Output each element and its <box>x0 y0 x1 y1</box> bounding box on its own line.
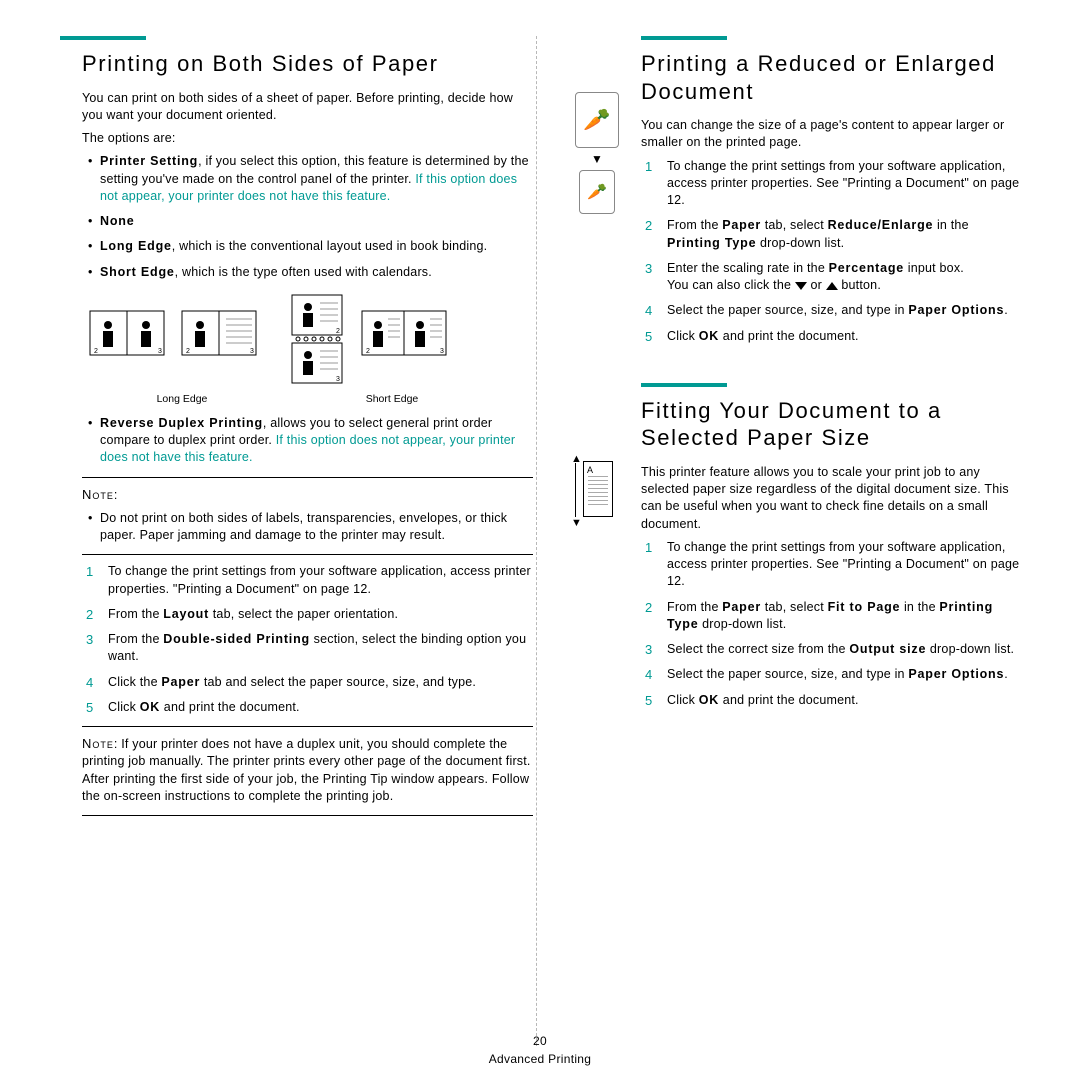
step-2: From the Layout tab, select the paper or… <box>82 606 533 623</box>
opt-label: Reverse Duplex Printing <box>100 416 263 430</box>
calendar-icon: 23 <box>360 293 450 361</box>
note-item: Do not print on both sides of labels, tr… <box>82 510 533 545</box>
step-1: To change the print settings from your s… <box>641 158 1020 210</box>
opt-reverse-duplex: Reverse Duplex Printing, allows you to s… <box>82 415 533 467</box>
arrow-down-icon: ▼ <box>591 152 603 166</box>
opt-none: None <box>82 213 533 230</box>
caption-long: Long Edge <box>82 393 282 405</box>
note-label: Note: <box>82 486 533 504</box>
step-3: From the Double-sided Printing section, … <box>82 631 533 666</box>
svg-text:3: 3 <box>440 348 444 355</box>
calendar-icon: 2 3 <box>286 293 348 387</box>
svg-text:3: 3 <box>250 348 254 355</box>
column-divider <box>536 36 537 1046</box>
heading-duplex: Printing on Both Sides of Paper <box>82 50 533 78</box>
intro-text: You can print on both sides of a sheet o… <box>82 90 533 125</box>
note-rule-bottom <box>82 554 533 555</box>
svg-text:2: 2 <box>94 348 98 355</box>
note-word: Note <box>82 487 114 502</box>
options-label: The options are: <box>82 130 533 147</box>
step-4: Select the paper source, size, and type … <box>641 302 1020 319</box>
note2-rule-bottom <box>82 815 533 816</box>
opt-label: None <box>100 214 134 228</box>
left-column: Printing on Both Sides of Paper You can … <box>60 36 533 1006</box>
long-edge-illus: 23 23 <box>88 293 260 387</box>
fit-steps: To change the print settings from your s… <box>641 539 1020 709</box>
page: Printing on Both Sides of Paper You can … <box>0 0 1080 1080</box>
opt-long-edge: Long Edge, which is the conventional lay… <box>82 238 533 255</box>
step-5: Click OK and print the document. <box>641 328 1020 345</box>
carrot-small-icon: 🥕 <box>579 170 615 214</box>
section-rule <box>641 383 727 387</box>
step-4: Select the paper source, size, and type … <box>641 666 1020 683</box>
page-number: 20 <box>0 1034 1080 1048</box>
heading-reduce: Printing a Reduced or Enlarged Document <box>641 50 1020 105</box>
note-word: Note <box>82 736 114 751</box>
book-icon: 23 <box>88 293 168 361</box>
svg-text:2: 2 <box>336 328 340 335</box>
step-2: From the Paper tab, select Fit to Page i… <box>641 599 1020 634</box>
step-3: Enter the scaling rate in the Percentage… <box>641 260 1020 295</box>
step-5: Click OK and print the document. <box>82 699 533 716</box>
fit-page-icon: ▲ ▼ A <box>573 453 621 525</box>
step-2: From the Paper tab, select Reduce/Enlarg… <box>641 217 1020 252</box>
fit-icon-col: ▲ ▼ A <box>569 383 625 717</box>
section-rule <box>641 36 727 40</box>
step-1: To change the print settings from your s… <box>82 563 533 598</box>
short-edge-illus: 2 3 23 <box>286 293 450 387</box>
caption-short: Short Edge <box>282 393 502 405</box>
note-rule-top <box>82 477 533 478</box>
columns: Printing on Both Sides of Paper You can … <box>60 36 1020 1006</box>
reduce-icon-col: 🥕 ▼ 🥕 <box>569 36 625 353</box>
options-list: Printer Setting, if you select this opti… <box>82 153 533 281</box>
svg-text:3: 3 <box>158 348 162 355</box>
page-footer: 20 Advanced Printing <box>0 1034 1080 1066</box>
heading-fit: Fitting Your Document to a Selected Pape… <box>641 397 1020 452</box>
opt-label: Short Edge <box>100 265 175 279</box>
section-fit-page: ▲ ▼ A Fitting Your Document to a Selecte… <box>569 383 1020 717</box>
step-3: Select the correct size from the Output … <box>641 641 1020 658</box>
right-column: 🥕 ▼ 🥕 Printing a Reduced or Enlarged Doc… <box>569 36 1020 1006</box>
carrot-large-icon: 🥕 <box>575 92 619 148</box>
svg-text:2: 2 <box>366 348 370 355</box>
opt-label: Printer Setting <box>100 154 198 168</box>
svg-text:3: 3 <box>336 376 340 383</box>
section-rule <box>60 36 146 40</box>
step-5: Click OK and print the document. <box>641 692 1020 709</box>
opt-label: Long Edge <box>100 239 172 253</box>
section-reduce-enlarge: 🥕 ▼ 🥕 Printing a Reduced or Enlarged Doc… <box>569 36 1020 353</box>
step-4: Click the Paper tab and select the paper… <box>82 674 533 691</box>
note2: Note: If your printer does not have a du… <box>82 735 533 805</box>
note2-body: : If your printer does not have a duplex… <box>82 737 531 803</box>
opt-short-edge: Short Edge, which is the type often used… <box>82 264 533 281</box>
options-list-2: Reverse Duplex Printing, allows you to s… <box>82 415 533 467</box>
opt-printer-setting: Printer Setting, if you select this opti… <box>82 153 533 205</box>
reduce-content: Printing a Reduced or Enlarged Document … <box>641 36 1020 353</box>
triangle-up-icon <box>826 282 838 290</box>
duplex-steps: To change the print settings from your s… <box>82 563 533 716</box>
opt-desc: , which is the type often used with cale… <box>175 265 432 279</box>
duplex-illustrations: 23 23 2 <box>82 293 533 387</box>
svg-text:2: 2 <box>186 348 190 355</box>
fit-content: Fitting Your Document to a Selected Pape… <box>641 383 1020 717</box>
fit-intro: This printer feature allows you to scale… <box>641 464 1020 533</box>
reduce-steps: To change the print settings from your s… <box>641 158 1020 345</box>
illus-captions: Long Edge Short Edge <box>82 393 533 405</box>
opt-desc: , which is the conventional layout used … <box>172 239 488 253</box>
reduce-intro: You can change the size of a page's cont… <box>641 117 1020 152</box>
note-bullets: Do not print on both sides of labels, tr… <box>82 510 533 545</box>
note2-rule-top <box>82 726 533 727</box>
book-icon: 23 <box>180 293 260 361</box>
triangle-down-icon <box>795 282 807 290</box>
footer-section: Advanced Printing <box>0 1052 1080 1066</box>
step-1: To change the print settings from your s… <box>641 539 1020 591</box>
